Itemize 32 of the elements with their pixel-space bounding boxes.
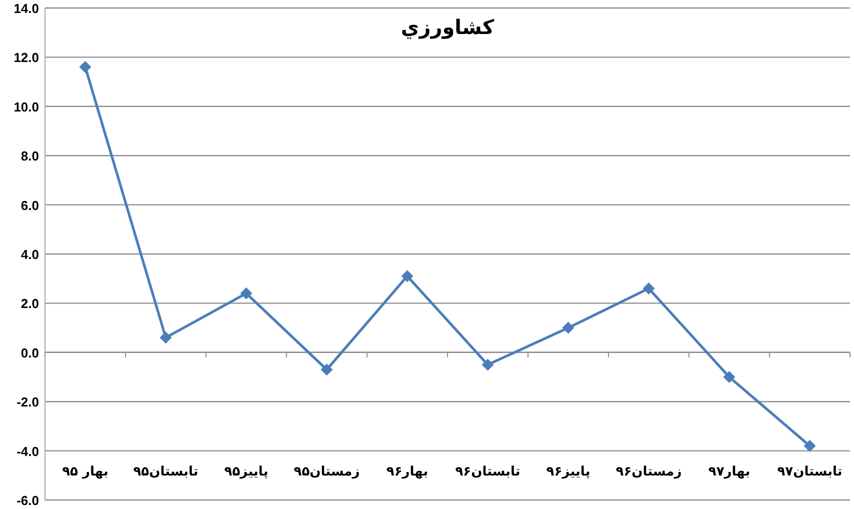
x-tick-label: تابستان۹۵ xyxy=(133,464,198,480)
point xyxy=(79,61,92,74)
y-tick-label: 6.0 xyxy=(20,198,39,213)
x-tick-label: زمستان۹۶ xyxy=(616,464,682,480)
point xyxy=(642,282,655,294)
x-tick-label: پاییز۹۶ xyxy=(546,464,590,480)
x-tick-label: زمستان۹۵ xyxy=(294,464,360,480)
y-tick-label: 4.0 xyxy=(20,247,39,262)
y-tick-label: -4.0 xyxy=(16,444,39,459)
y-tick-label: -2.0 xyxy=(16,394,39,410)
point xyxy=(320,364,333,376)
x-tick-label: تابستان۹۷ xyxy=(777,464,842,480)
x-tick-label: بهار ۹۵ xyxy=(62,464,108,480)
point xyxy=(482,358,494,371)
y-tick-label: 2.0 xyxy=(20,296,39,312)
point xyxy=(723,371,736,383)
point xyxy=(804,440,816,452)
point xyxy=(160,332,172,344)
point xyxy=(401,270,414,282)
y-tick-label: 12.0 xyxy=(14,50,39,66)
x-tick-label: تابستان۹۶ xyxy=(455,464,520,480)
y-tick-label: -6.0 xyxy=(16,493,39,508)
point xyxy=(240,287,252,300)
x-tick-label: بهار۹۶ xyxy=(386,464,428,480)
y-tick-label: 10.0 xyxy=(14,99,39,114)
y-tick-label: 8.0 xyxy=(20,148,39,164)
x-tick-label: پاییز۹۵ xyxy=(224,464,268,480)
point xyxy=(562,322,574,334)
chart-title: كشاورزي xyxy=(400,15,495,39)
y-tick-label: 0.0 xyxy=(20,345,39,360)
x-tick-label: بهار۹۷ xyxy=(708,464,750,480)
y-tick-label: 14.0 xyxy=(14,1,39,16)
